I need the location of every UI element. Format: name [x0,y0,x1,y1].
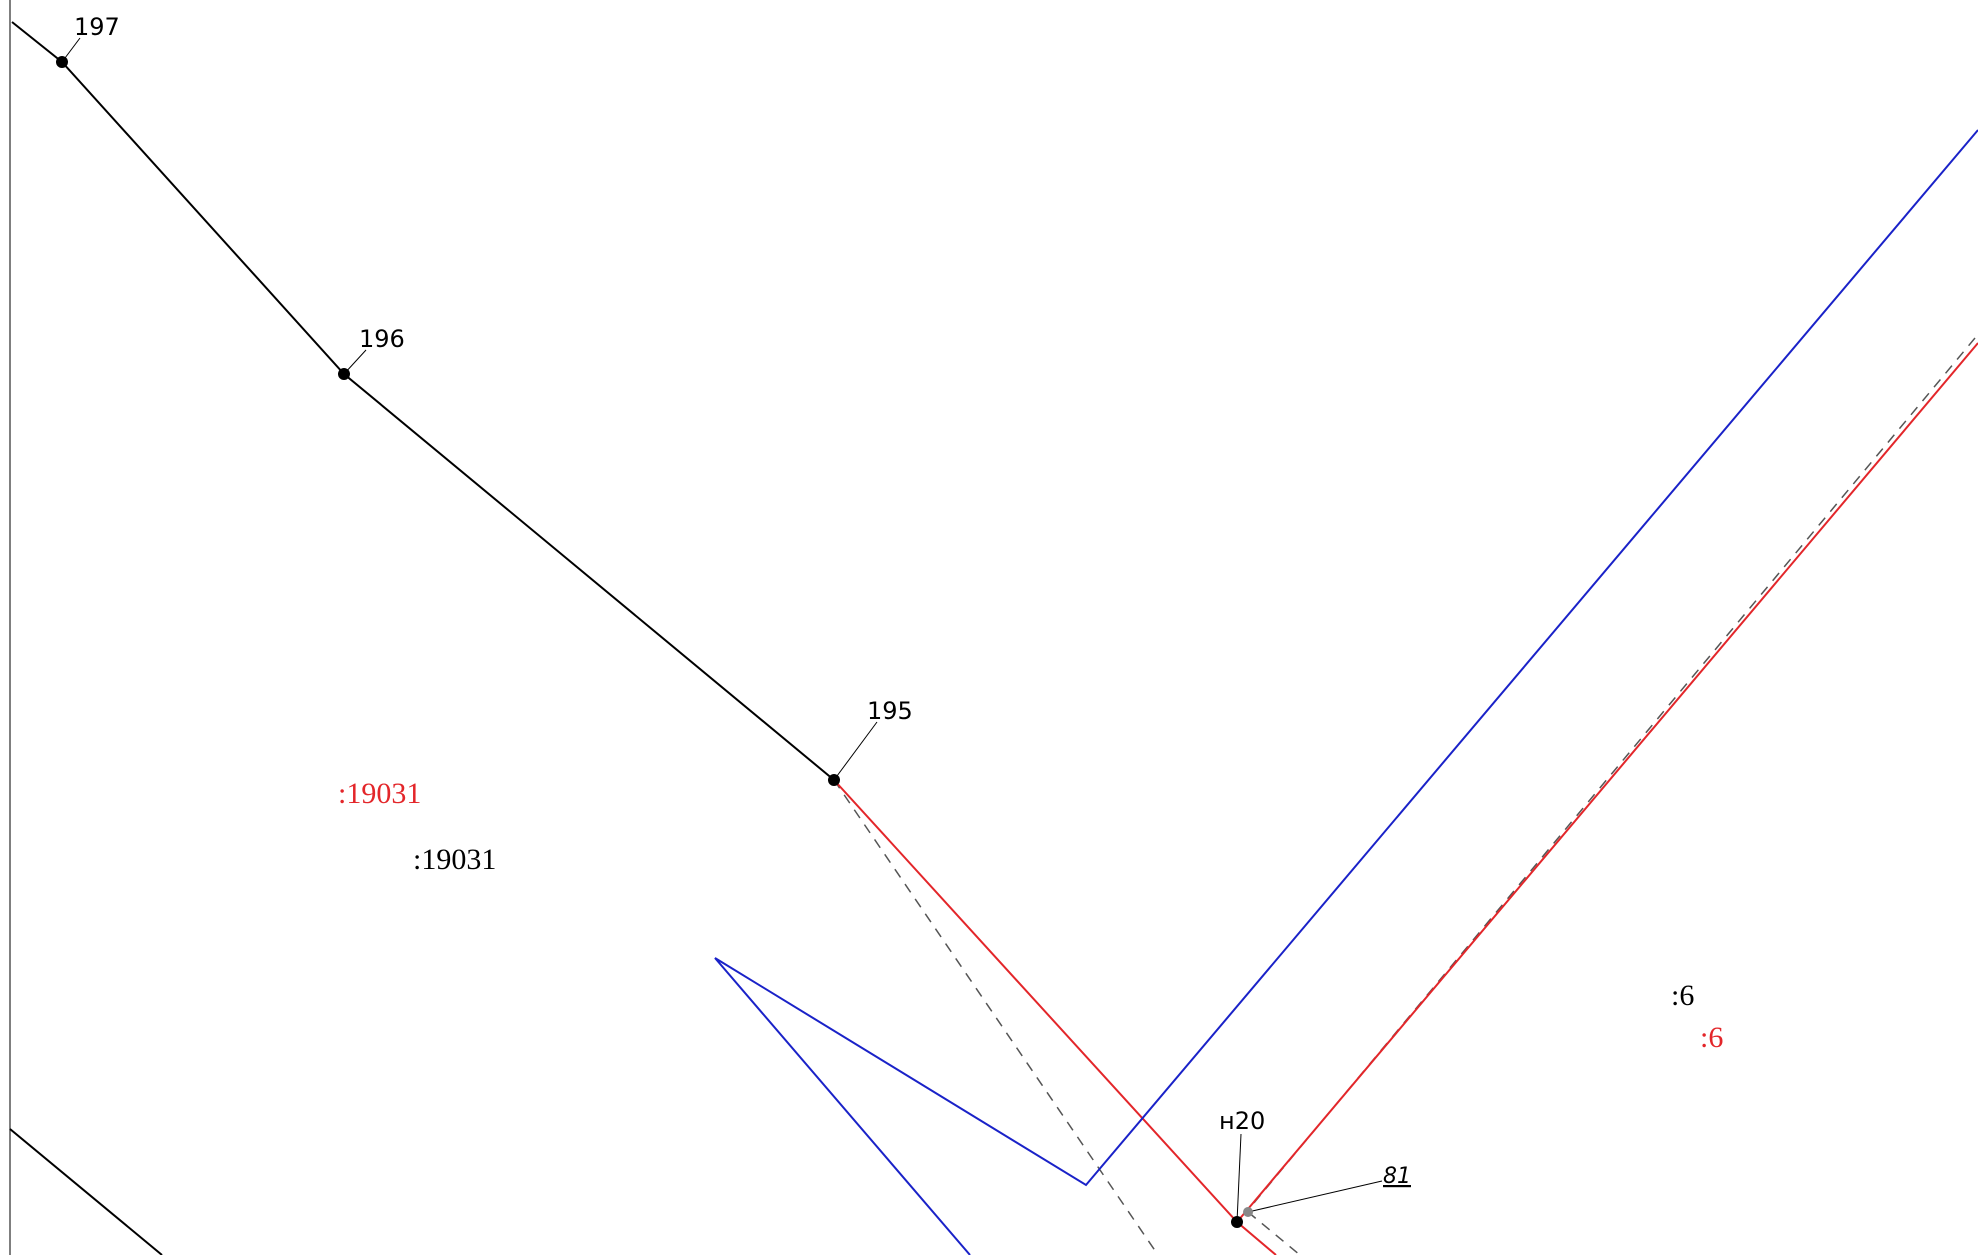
point-label-196: 196 [359,325,405,353]
boundary-point-195 [828,774,840,786]
reference-label-81: 81 [1383,1164,1411,1189]
dashed-old-boundary [833,779,1159,1255]
boundary-point-197 [56,56,68,68]
parcel-label-6-black: :6 [1671,979,1694,1012]
parcel-label-6-red: :6 [1700,1021,1723,1054]
dashed-old-boundary-east [1247,337,1976,1211]
boundary-point-196 [338,368,350,380]
point-label-197: 197 [74,13,120,41]
reference-point-81 [1243,1207,1253,1217]
dashed-old-boundary-south [1247,1211,1301,1255]
existing-boundary-line [11,21,835,781]
parcel-label-19031-black: :19031 [413,843,496,876]
point-label-n20: н20 [1219,1107,1265,1135]
parcel-label-19031-red: :19031 [338,777,421,810]
new-boundary-line-east [1236,342,1978,1223]
leader-line-n20 [1236,1133,1242,1223]
leader-line-195 [833,721,878,781]
new-boundary-line [833,779,1277,1255]
point-label-195: 195 [867,697,913,725]
boundary-point-n20 [1231,1216,1243,1228]
leader-line-81 [1247,1180,1383,1213]
zone-boundary-line [714,129,1978,1255]
existing-boundary-line-lower [9,1128,163,1255]
